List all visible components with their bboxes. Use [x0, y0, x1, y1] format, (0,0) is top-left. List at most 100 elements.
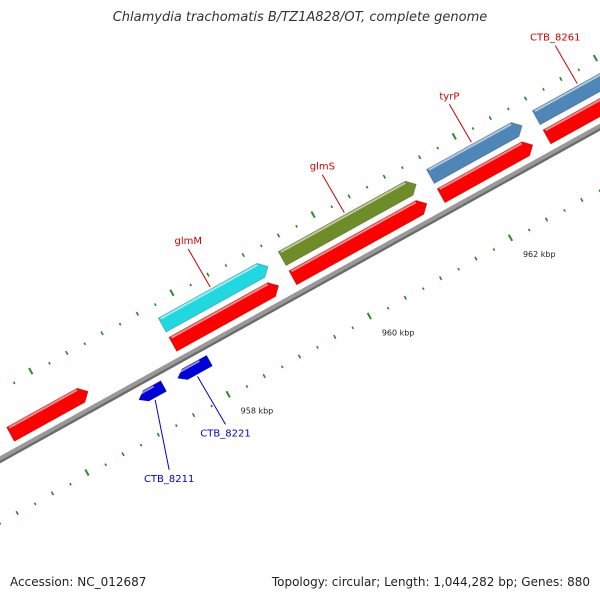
outer-major-tick: [169, 289, 175, 297]
gene-label-ctb-8211[interactable]: CTB_8211: [144, 474, 194, 485]
inner-minor-tick: [563, 208, 566, 212]
gene-label-glmm[interactable]: glmM: [174, 236, 202, 247]
gene-box-glms-highlight: [280, 182, 406, 253]
inner-minor-tick: [156, 432, 160, 437]
outer-minor-tick: [523, 96, 528, 101]
kbp-label-960-kbp: 960 kbp: [382, 328, 415, 337]
outer-minor-tick: [401, 166, 404, 170]
gene-box-glmm-body: [157, 262, 269, 333]
cds-arrow-glmm-body: [168, 282, 280, 352]
kbp-label-958-kbp: 958 kbp: [241, 407, 274, 416]
leader-ctb-8211: [154, 399, 170, 470]
inner-minor-tick: [297, 354, 302, 359]
inner-minor-tick: [121, 452, 125, 457]
outer-minor-tick: [65, 350, 69, 355]
gene-box-glmm[interactable]: [157, 259, 272, 333]
outer-minor-tick: [118, 322, 122, 326]
outer-minor-tick: [471, 127, 475, 131]
cds-arrow-ctb-8211-highlight: [138, 385, 155, 396]
gene-label-ctb-8261[interactable]: CTB_8261: [530, 33, 580, 44]
gene-features[interactable]: [6, 0, 600, 442]
outer-minor-tick: [241, 252, 245, 258]
cds-arrow-tyrp-body: [436, 141, 534, 204]
cds-arrow-ctb-8261-highlight: [545, 83, 600, 132]
inner-minor-tick: [15, 510, 19, 516]
inner-minor-tick: [139, 443, 143, 447]
outer-minor-tick: [135, 311, 140, 316]
cds-arrow-plus-0[interactable]: [6, 384, 92, 442]
outer-major-tick: [592, 54, 598, 62]
cds-arrow-glms[interactable]: [288, 197, 431, 286]
gene-box-tyrp[interactable]: [425, 119, 526, 184]
cds-arrow-plus-0-body: [6, 387, 89, 442]
inner-minor-tick: [262, 373, 266, 379]
genome-summary: Topology: circular; Length: 1,044,282 bp…: [271, 575, 590, 589]
inner-minor-tick: [191, 413, 196, 418]
inner-minor-tick: [104, 463, 108, 467]
outer-minor-tick: [559, 76, 563, 82]
outer-minor-tick: [12, 381, 16, 385]
gene-label-glms[interactable]: glmS: [310, 162, 335, 173]
outer-minor-tick: [154, 303, 157, 307]
kbp-label-962-kbp: 962 kbp: [523, 250, 556, 259]
leader-ctb-8261: [554, 45, 578, 84]
cds-arrow-ctb-8221-body: [177, 354, 213, 381]
outer-minor-tick: [418, 155, 422, 160]
accession-label: Accession: NC_012687: [10, 575, 147, 589]
inner-minor-tick: [210, 404, 213, 408]
outer-major-tick: [451, 132, 457, 140]
inner-minor-tick: [580, 197, 584, 203]
cds-arrow-ctb-8211-body: [138, 380, 168, 402]
outer-minor-tick: [382, 174, 387, 179]
cds-arrow-ctb-8261[interactable]: [542, 79, 600, 145]
outer-minor-tick: [224, 263, 228, 267]
gene-label-tyrp[interactable]: tyrP: [439, 91, 459, 102]
leader-glms: [321, 174, 345, 213]
cds-arrow-ctb-8221[interactable]: [175, 354, 213, 383]
inner-minor-tick: [474, 256, 478, 261]
leader-ctb-8221: [197, 376, 226, 425]
position-ticks: [0, 54, 600, 525]
leader-glmm: [187, 248, 211, 288]
outer-minor-tick: [189, 283, 192, 287]
inner-major-tick: [507, 234, 514, 242]
inner-minor-tick: [50, 491, 55, 496]
outer-minor-tick: [488, 115, 492, 121]
gene-box-ctb-8261[interactable]: [531, 60, 600, 126]
inner-major-tick: [366, 312, 372, 320]
inner-minor-tick: [403, 295, 408, 300]
outer-minor-tick: [48, 361, 51, 365]
gene-box-glmm-highlight: [160, 264, 258, 320]
inner-minor-tick: [386, 306, 390, 310]
gene-label-ctb-8221[interactable]: CTB_8221: [200, 428, 250, 439]
outer-minor-tick: [436, 146, 440, 150]
outer-major-tick: [310, 211, 316, 219]
gene-box-glms[interactable]: [277, 177, 420, 267]
inner-minor-tick: [333, 334, 337, 340]
backbone-line: [0, 123, 600, 461]
inner-minor-tick: [33, 502, 37, 506]
outer-minor-tick: [577, 68, 581, 72]
inner-major-tick: [84, 468, 90, 477]
cds-arrow-glms-highlight: [290, 201, 417, 273]
inner-minor-tick: [175, 424, 178, 428]
cds-arrow-ctb-8261-body: [542, 82, 600, 145]
outer-major-tick: [28, 367, 34, 375]
cds-arrow-glmm-highlight: [170, 283, 269, 339]
cds-arrow-ctb-8211[interactable]: [136, 380, 168, 405]
gene-box-glms-body: [277, 180, 417, 267]
cds-arrow-tyrp[interactable]: [436, 138, 537, 204]
outer-minor-tick: [506, 107, 510, 111]
outer-minor-tick: [542, 87, 545, 91]
outer-minor-tick: [100, 331, 104, 336]
cds-arrow-plus-0-highlight: [8, 389, 78, 429]
inner-minor-tick: [492, 248, 496, 252]
inner-minor-tick: [527, 228, 531, 232]
outer-minor-tick: [259, 244, 263, 248]
outer-minor-tick: [330, 205, 334, 209]
gene-box-tyrp-body: [425, 122, 523, 184]
cds-arrow-glmm[interactable]: [168, 279, 283, 352]
inner-minor-tick: [457, 267, 460, 271]
